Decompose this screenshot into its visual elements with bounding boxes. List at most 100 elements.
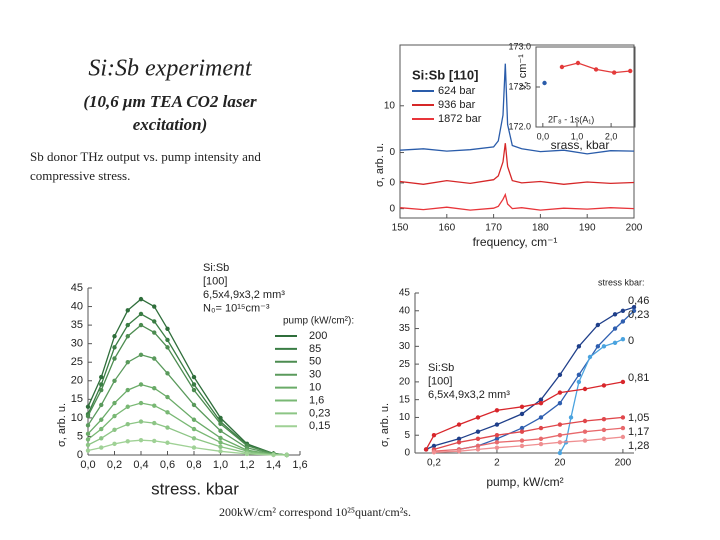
point: [557, 422, 563, 427]
point: [538, 401, 544, 406]
point: [125, 308, 130, 313]
series-line: [433, 416, 623, 451]
point: [191, 417, 197, 422]
x-tick-label: 0,2: [107, 459, 122, 471]
y-tick-label: 5: [77, 430, 83, 442]
point: [85, 437, 91, 442]
legend-label: 50: [309, 356, 321, 368]
point: [99, 426, 104, 432]
point: [244, 451, 250, 457]
x-tick-label: 2,0: [605, 131, 618, 141]
description: Sb donor THz output vs. pump intensity a…: [30, 149, 261, 164]
point: [557, 372, 563, 377]
y-tick-label: 15: [71, 393, 83, 405]
point: [125, 360, 130, 365]
point: [138, 296, 144, 302]
series-line: [87, 313, 287, 456]
point: [152, 403, 157, 408]
point: [218, 435, 223, 441]
point: [631, 305, 637, 310]
point: [125, 387, 130, 393]
annotation: 6,5x4,9x3,2 mm³: [428, 389, 510, 401]
series-line: [87, 439, 287, 456]
point: [519, 425, 525, 431]
point: [576, 379, 582, 385]
x-tick-label: 0,0: [80, 459, 95, 471]
x-tick-label: 200: [615, 458, 632, 469]
point: [138, 322, 144, 328]
point: [152, 420, 157, 426]
point: [559, 64, 565, 70]
point: [494, 436, 500, 441]
y-tick-label: 10: [71, 412, 83, 424]
point: [125, 439, 130, 444]
x-axis-label: srass, kbar: [551, 138, 610, 152]
y-tick-label: 172.0: [508, 121, 531, 131]
y-tick-label: 35: [71, 319, 83, 331]
y-tick-label: 0: [389, 203, 395, 214]
point: [112, 334, 117, 339]
series-line: [433, 427, 623, 452]
x-axis-label: stress. kbar: [151, 479, 239, 498]
point: [165, 337, 170, 343]
point: [557, 390, 563, 395]
point: [152, 386, 157, 391]
point: [125, 404, 130, 409]
point: [99, 436, 104, 441]
point: [587, 354, 593, 360]
point: [494, 440, 500, 445]
point: [620, 308, 626, 313]
y-tick-label: 40: [71, 300, 83, 312]
legend-label: 0,15: [309, 420, 330, 432]
point: [423, 447, 429, 452]
series-line: [399, 63, 635, 155]
point: [112, 345, 117, 350]
y-tick-label: 20: [71, 375, 83, 387]
point: [620, 425, 626, 431]
point: [475, 443, 481, 449]
x-tick-label: 1,2: [239, 459, 254, 471]
x-tick-label: 0,0: [537, 131, 550, 141]
point: [582, 418, 588, 424]
y-tick-label: 25: [71, 356, 83, 368]
point: [475, 436, 481, 441]
point: [475, 429, 481, 434]
x-axis-label: frequency, cm⁻¹: [473, 235, 558, 249]
point: [218, 421, 223, 427]
slide-title: Si:Sb experiment: [88, 56, 253, 82]
point: [152, 304, 157, 309]
y-axis-label: ν, cm⁻¹: [517, 54, 529, 90]
x-tick-label: 0,2: [427, 458, 441, 469]
y-axis-label: σ, arb. u.: [56, 403, 68, 447]
point: [191, 382, 197, 387]
series-line: [399, 192, 635, 211]
x-tick-label: 150: [392, 223, 409, 234]
y-tick-label: 20: [399, 377, 411, 388]
point: [138, 352, 144, 357]
y-axis-label: σ, arb. u.: [379, 403, 391, 447]
point: [519, 438, 525, 443]
y-tick-label: 45: [71, 282, 83, 294]
point: [112, 413, 117, 419]
point: [494, 433, 500, 438]
point: [85, 431, 91, 437]
point: [191, 402, 197, 408]
series-label: 0,46: [628, 295, 649, 307]
x-tick-label: 1,0: [213, 459, 228, 471]
point: [218, 428, 223, 434]
point: [582, 438, 588, 443]
plot-frame: [399, 44, 635, 219]
legend-title: stress kbar:: [598, 277, 645, 287]
point: [165, 394, 170, 400]
x-tick-label: 1,4: [266, 459, 281, 471]
point: [271, 452, 276, 458]
point: [612, 326, 618, 331]
point: [519, 443, 525, 449]
legend-label: 0,23: [309, 407, 330, 419]
x-tick-label: 0,6: [160, 459, 175, 471]
point: [475, 415, 481, 420]
x-tick-label: 190: [579, 223, 596, 234]
point: [568, 415, 574, 420]
y-tick-label: 15: [399, 394, 411, 405]
